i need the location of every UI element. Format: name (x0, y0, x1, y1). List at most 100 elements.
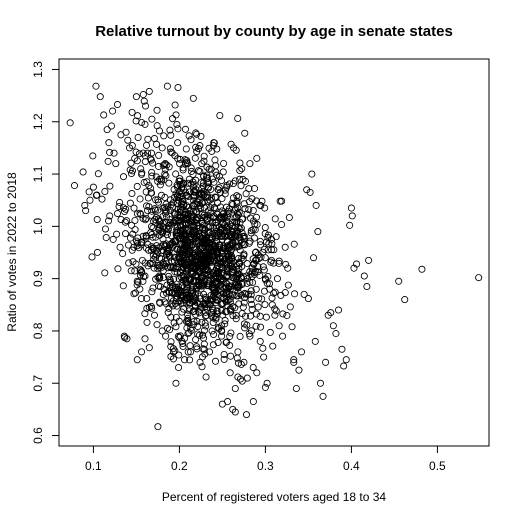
data-point (268, 294, 276, 302)
data-point (243, 279, 251, 287)
data-point (254, 303, 262, 311)
data-point (241, 324, 249, 332)
data-point (201, 319, 209, 327)
y-tick-label: 1.1 (31, 165, 45, 182)
data-point (235, 300, 243, 308)
data-point (198, 214, 206, 222)
data-point (270, 246, 278, 254)
data-point (195, 331, 203, 339)
data-point (123, 217, 131, 225)
data-point (159, 290, 167, 298)
data-point (168, 280, 176, 288)
data-point (240, 320, 248, 328)
data-point (247, 296, 255, 304)
data-point (191, 189, 199, 197)
data-point (202, 322, 210, 330)
x-tick-label: 0.5 (429, 459, 446, 473)
data-point (232, 311, 240, 319)
data-point (188, 286, 196, 294)
data-point (184, 348, 192, 356)
data-point (142, 214, 150, 222)
data-point (228, 291, 236, 299)
data-point (98, 195, 106, 203)
data-point (133, 237, 141, 245)
data-point (249, 207, 257, 215)
data-point (181, 125, 189, 133)
data-point (198, 160, 206, 168)
data-point (168, 240, 176, 248)
data-point (220, 350, 228, 359)
data-point (160, 285, 168, 293)
data-point (271, 215, 279, 223)
data-point (192, 234, 200, 242)
data-point (124, 241, 132, 249)
data-point (199, 345, 207, 353)
data-point (157, 177, 165, 185)
data-point (218, 332, 226, 340)
data-point (233, 199, 241, 207)
data-point (261, 254, 269, 262)
data-point (209, 218, 217, 226)
data-point (139, 277, 147, 285)
data-point (134, 234, 142, 242)
data-point (112, 160, 120, 168)
data-point (297, 348, 306, 356)
data-point (291, 290, 299, 298)
data-point (314, 228, 322, 236)
data-point (152, 213, 160, 222)
data-point (172, 111, 180, 119)
data-point (137, 165, 145, 173)
data-point (142, 244, 150, 252)
data-point (263, 379, 271, 387)
data-point (70, 182, 79, 190)
data-point (234, 373, 242, 381)
data-point (308, 170, 316, 178)
data-point (161, 243, 169, 251)
data-point (284, 264, 292, 272)
y-tick-label: 0.8 (31, 322, 45, 339)
data-point (161, 193, 169, 201)
data-point (188, 267, 196, 275)
data-point (135, 150, 143, 158)
data-point (213, 171, 221, 179)
y-tick-label: 0.7 (31, 375, 45, 392)
data-point (181, 295, 189, 303)
data-point (155, 224, 164, 232)
data-point (220, 159, 228, 167)
data-point (327, 309, 335, 317)
data-point (167, 338, 175, 346)
data-point (143, 178, 151, 186)
data-point (179, 339, 187, 348)
data-point (217, 177, 226, 185)
data-point (143, 294, 151, 303)
data-point (217, 300, 225, 308)
data-point (312, 201, 320, 209)
data-point (150, 264, 158, 272)
data-point (261, 224, 269, 232)
data-point (148, 207, 156, 215)
data-point (208, 308, 216, 316)
data-point (138, 238, 146, 246)
data-point (101, 187, 109, 195)
data-point (242, 190, 250, 198)
data-point (175, 364, 183, 372)
data-point (156, 221, 164, 229)
data-point (223, 338, 231, 346)
data-point (250, 269, 258, 277)
data-point (224, 225, 232, 233)
data-point (122, 128, 130, 136)
data-point (81, 201, 89, 209)
data-point (198, 318, 206, 326)
data-point (86, 196, 94, 204)
data-point (241, 129, 249, 137)
data-point (184, 160, 192, 168)
data-point (253, 369, 261, 377)
data-point (195, 260, 203, 268)
data-point (234, 255, 242, 263)
data-point (161, 165, 169, 173)
data-point (154, 177, 162, 185)
data-point (96, 93, 104, 101)
chart-title: Relative turnout by county by age in sen… (95, 23, 453, 40)
data-point (169, 355, 177, 363)
